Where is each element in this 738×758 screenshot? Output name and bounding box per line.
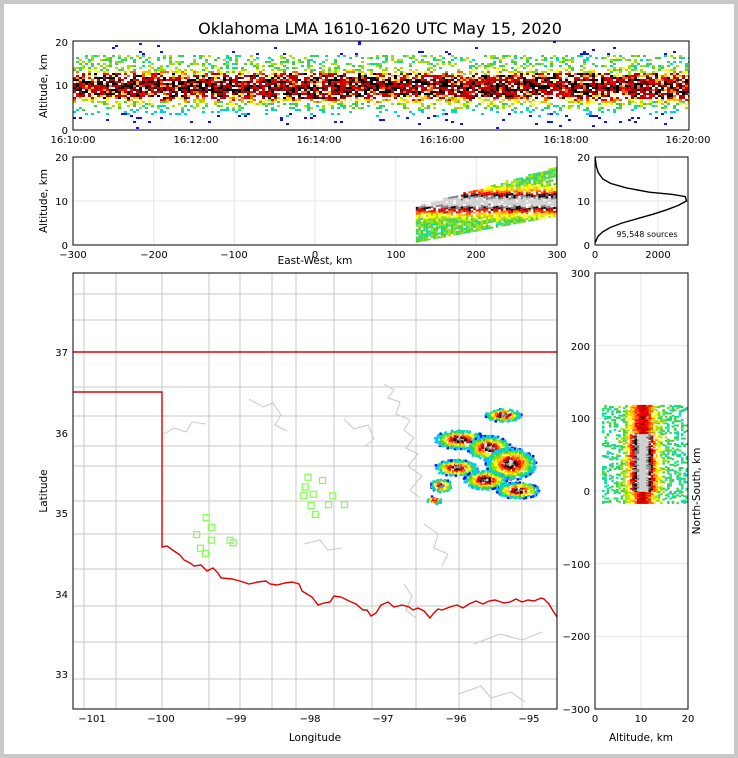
ytick-ns-m300: −300 [563,705,590,716]
station-marker [207,523,215,531]
xtick-time-5: 16:20:00 [666,135,711,146]
station-marker [311,510,319,518]
xtick-hist-2000: 2000 [645,250,670,261]
ylabel-latitude: Latitude [38,469,50,512]
histogram-grid [595,157,688,245]
xtick-ns-alt-10: 10 [635,714,648,725]
ytick-ns-m200: −200 [563,632,590,643]
plan-view-density [426,408,541,506]
station-marker [207,536,215,544]
ytick-lat-36: 36 [55,429,68,440]
xtick-lon-100: −100 [147,714,174,725]
xtick-ew-0: 0 [312,250,318,261]
north-south-density [602,404,688,504]
station-marker [202,514,210,522]
xtick-ew-m100: −100 [220,250,247,261]
altitude-histogram-line [594,156,688,244]
xtick-ns-alt-20: 20 [682,714,695,725]
ytick-ns-200: 200 [571,342,590,353]
time-height-density [73,41,689,129]
ytick-ew-20: 20 [55,153,68,164]
station-marker [329,492,337,500]
ylabel-top: Altitude, km [38,54,50,118]
station-marker [196,544,204,552]
ylabel-north-south: North-South, km [691,448,703,535]
xtick-ew-200: 200 [466,250,485,261]
station-marker [309,490,317,498]
ytick-ns-0: 0 [584,487,590,498]
xlabel-longitude: Longitude [289,732,341,744]
xtick-time-3: 16:16:00 [420,135,465,146]
ytick-ns-m100: −100 [563,560,590,571]
xtick-ew-100: 100 [386,250,405,261]
xtick-lon-96: −96 [445,714,466,725]
ytick-ns-300: 300 [571,269,590,280]
xtick-lon-98: −98 [299,714,320,725]
station-marker [193,530,201,539]
lma-figure: Oklahoma LMA 1610-1620 UTC May 15, 2020 … [38,19,710,744]
ytick-hist-0: 0 [584,241,590,252]
lma-stations [193,473,349,557]
ytick-lat-35: 35 [55,509,68,520]
ytick-hist-10: 10 [577,197,590,208]
ytick-ew-0: 0 [62,241,68,252]
station-marker [300,492,308,500]
xtick-time-4: 16:18:00 [544,135,589,146]
ytick-top-20: 20 [55,38,68,49]
ytick-ns-100: 100 [571,414,590,425]
oklahoma-border [73,351,557,620]
xtick-lon-101: −101 [78,714,105,725]
ytick-top-0: 0 [62,126,68,137]
east-west-panel: 20 10 0 −300 −200 −100 0 100 200 300 Eas… [38,153,567,267]
xtick-ns-alt-0: 0 [592,714,598,725]
ytick-lat-33: 33 [55,670,68,681]
xlabel-ns-altitude: Altitude, km [609,732,673,744]
ytick-top-10: 10 [55,81,68,92]
figure: Oklahoma LMA 1610-1620 UTC May 15, 2020 … [4,4,734,754]
station-marker [304,473,312,481]
station-marker [301,483,309,491]
ytick-lat-37: 37 [55,348,68,359]
ylabel-ew: Altitude, km [38,169,50,233]
xtick-lon-97: −97 [372,714,393,725]
xtick-lon-99: −99 [225,714,246,725]
xtick-lon-95: −95 [518,714,539,725]
station-marker [201,549,210,557]
source-count: 95,548 sources [616,230,677,239]
time-height-panel: 20 10 0 16:10:00 16:12:00 16:14:00 16:16… [38,38,710,146]
xtick-time-1: 16:12:00 [174,135,219,146]
time-height-axes: 20 10 0 16:10:00 16:12:00 16:14:00 16:16… [51,38,711,146]
xlabel-ew: East-West, km [278,255,353,267]
xtick-ew-m300: −300 [59,250,86,261]
station-marker [319,476,327,485]
xtick-time-0: 16:10:00 [51,135,96,146]
station-marker [229,539,237,547]
xtick-ew-300: 300 [547,250,566,261]
north-south-panel: 300 200 100 0 −100 −200 −300 0 10 20 Alt… [563,269,703,744]
histogram-panel: 20 10 0 0 2000 95,548 sources [577,153,689,261]
east-west-density [415,166,557,243]
plan-view-panel: 37 36 35 34 33 −101 −100 −99 −98 −97 −96… [38,272,558,744]
xtick-ew-m200: −200 [140,250,167,261]
ytick-ew-10: 10 [55,197,68,208]
xtick-hist-0: 0 [592,250,598,261]
station-marker [340,501,349,509]
station-marker [307,501,315,510]
chart-title: Oklahoma LMA 1610-1620 UTC May 15, 2020 [198,19,562,38]
ytick-lat-34: 34 [55,590,68,601]
xtick-time-2: 16:14:00 [297,135,342,146]
ytick-hist-20: 20 [577,153,590,164]
station-marker [324,501,333,509]
